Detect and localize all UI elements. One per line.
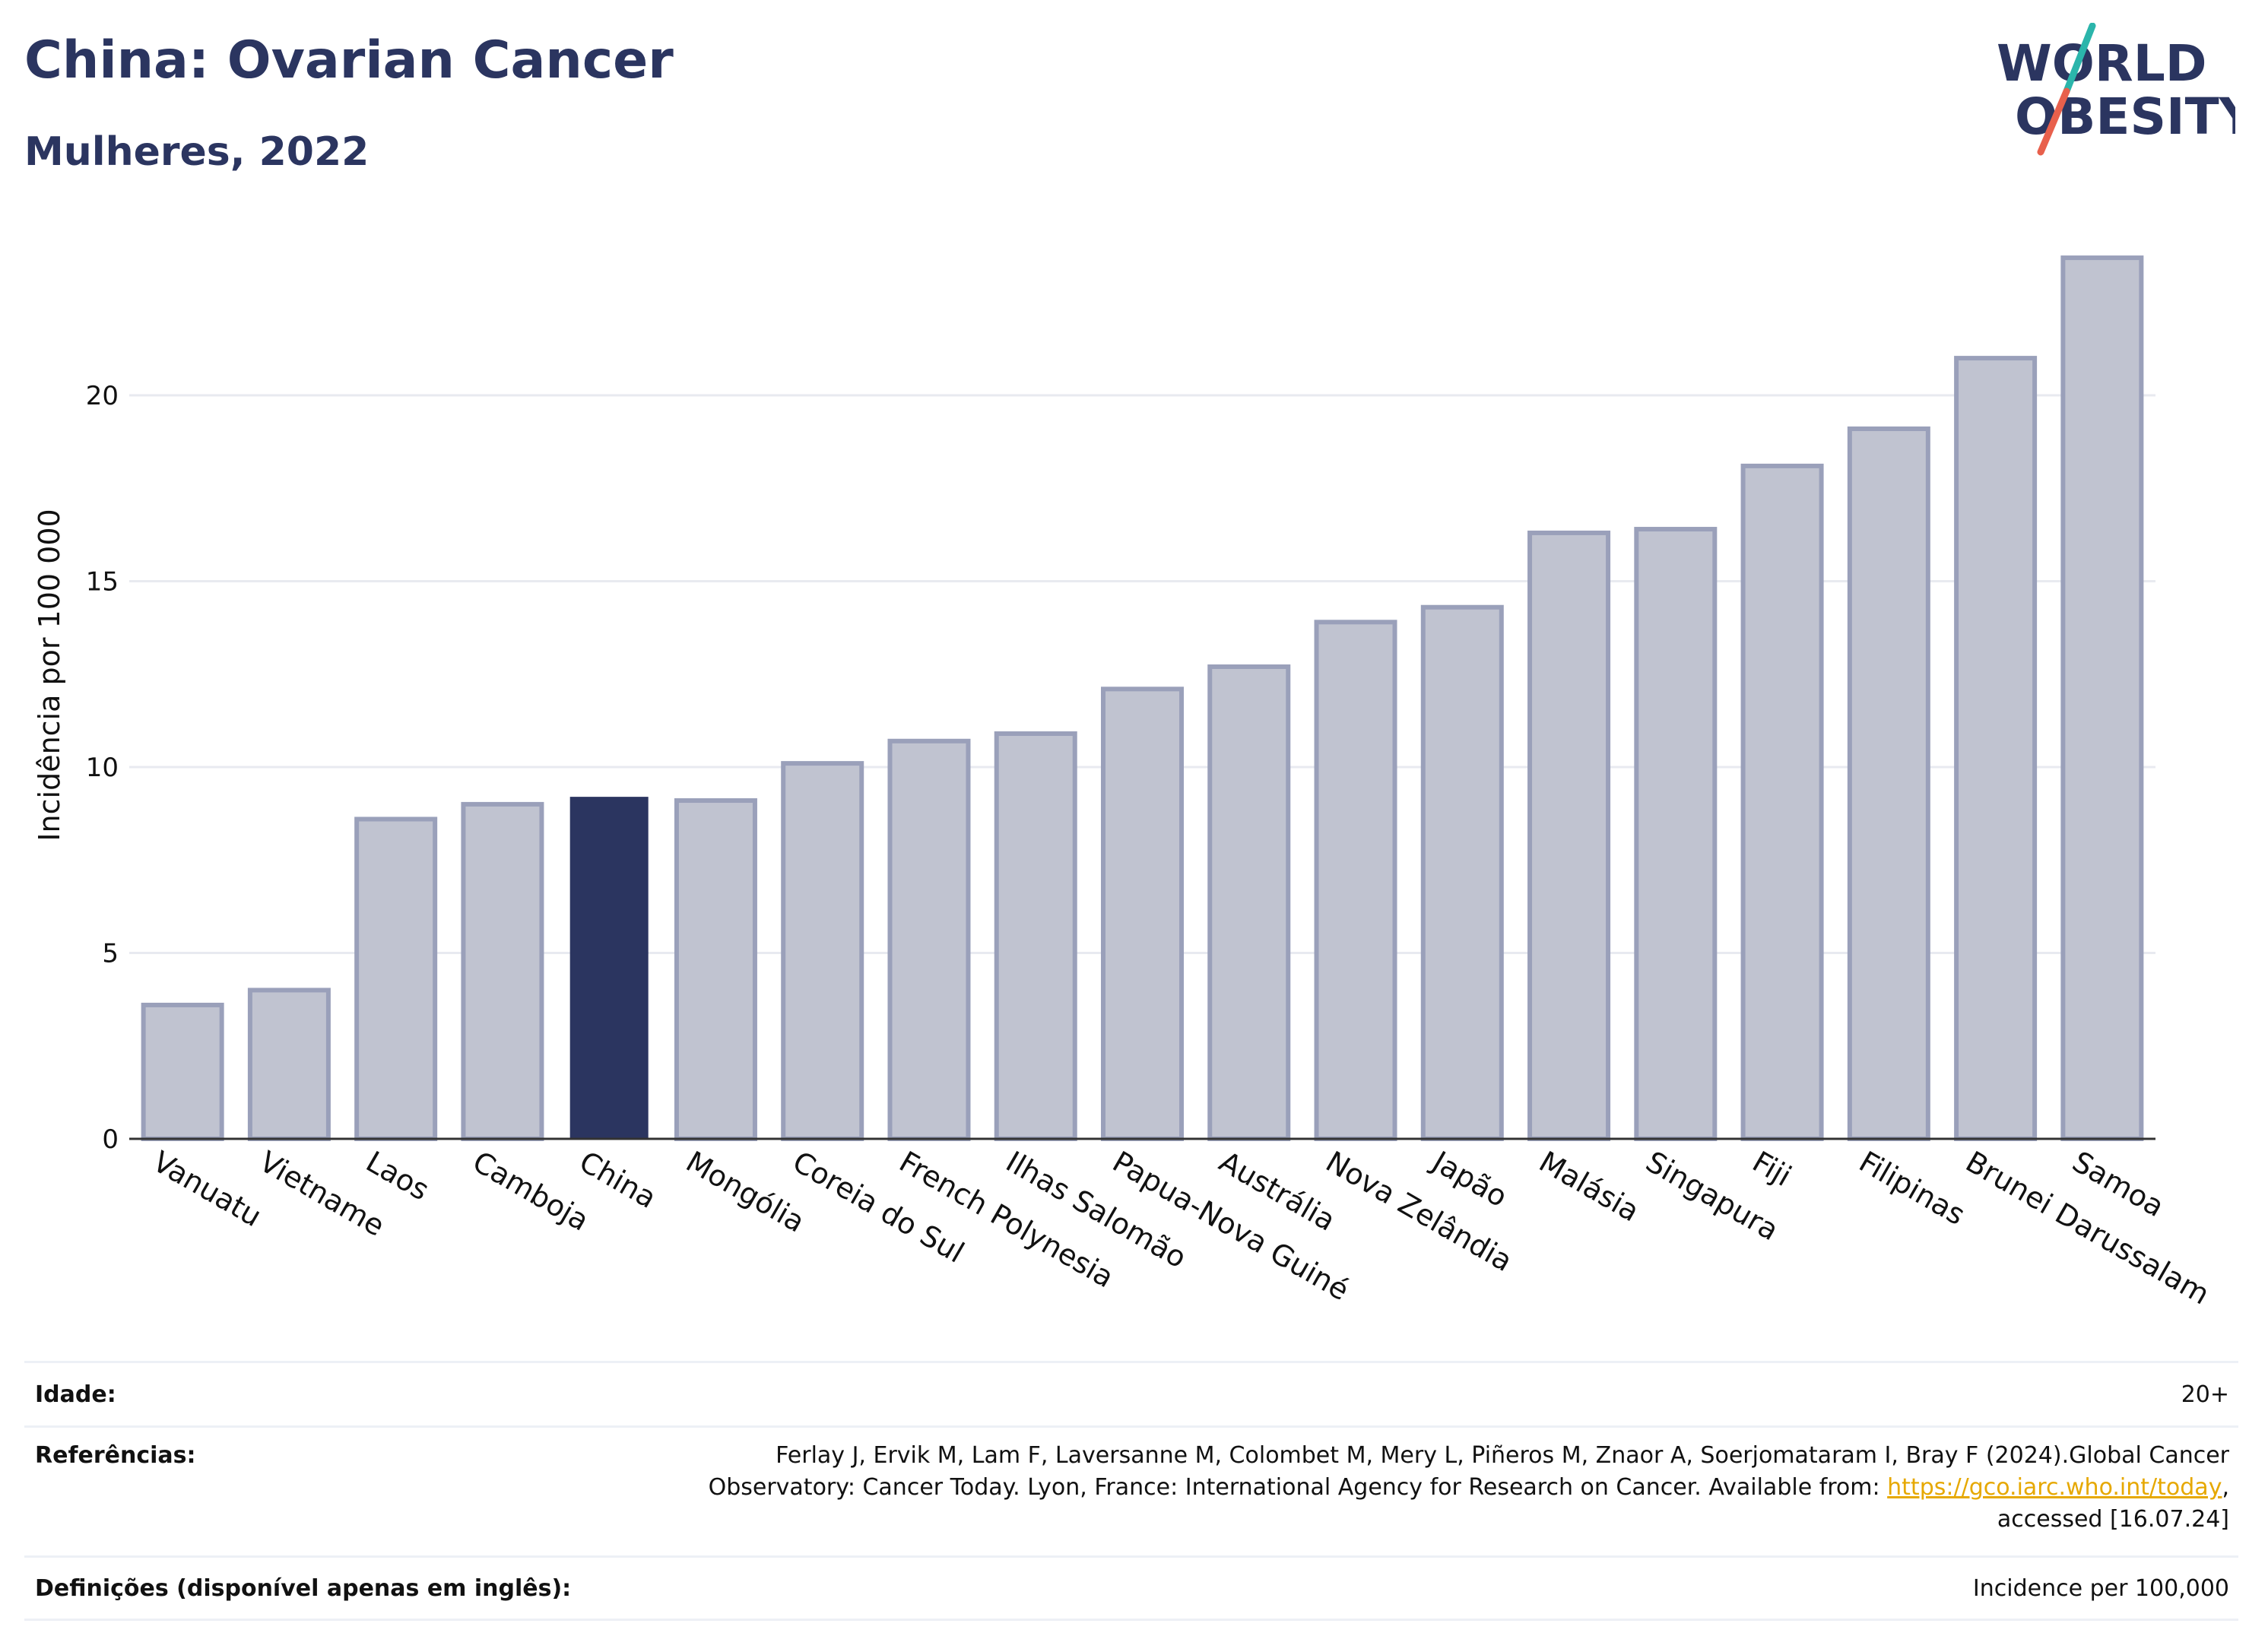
footer-table: Idade: 20+ Referências: Ferlay J, Ervik … <box>24 1361 2238 1621</box>
bar-coreia-do-sul <box>781 761 864 1141</box>
references-line-2: Observatory: Cancer Today. Lyon, France:… <box>708 1474 1888 1501</box>
logo-slash-teal <box>2063 23 2096 95</box>
definitions-value: Incidence per 100,000 <box>1972 1574 2229 1602</box>
bar-brunei-darussalam <box>1954 356 2038 1142</box>
bar-jap-o <box>1420 604 1504 1141</box>
footer-row-references: Referências: Ferlay J, Ervik M, Lam F, L… <box>24 1425 2238 1555</box>
footer-row-age: Idade: 20+ <box>24 1361 2238 1425</box>
references-label: Referências: <box>35 1442 196 1469</box>
y-axis-label: Incidência por 100 000 <box>33 509 66 841</box>
bar-fiji <box>1740 463 1824 1141</box>
bar-mal-sia <box>1527 530 1611 1141</box>
logo-text-world: WORLD <box>1997 34 2207 93</box>
age-value: 20+ <box>2181 1381 2229 1408</box>
y-tick-label: 10 <box>86 753 119 783</box>
references-link[interactable]: https://gco.iarc.who.int/today <box>1887 1474 2222 1501</box>
x-tick-label: Mongólia <box>680 1145 810 1239</box>
x-tick-label: Fiji <box>1747 1145 1797 1193</box>
y-tick-label: 0 <box>102 1124 119 1155</box>
world-obesity-logo: WORLD OBESITY <box>1997 23 2235 156</box>
bar-vanuatu <box>141 1002 224 1141</box>
bar-french-polynesia <box>887 738 971 1141</box>
age-label: Idade: <box>35 1381 116 1408</box>
logo-text-obesity: OBESITY <box>2015 87 2235 146</box>
bars <box>141 255 2144 1142</box>
bar-nova-zel-ndia <box>1314 620 1397 1141</box>
bar-mong-lia <box>674 798 757 1141</box>
definitions-label: Definições (disponível apenas em inglês)… <box>35 1574 572 1602</box>
references-line-3: accessed [16.07.24] <box>1997 1506 2229 1533</box>
logo-slash-red <box>2037 87 2070 156</box>
x-tick-label: Vanuatu <box>148 1145 268 1233</box>
x-tick-label: Malásia <box>1534 1145 1645 1229</box>
bar-vietname <box>247 988 331 1142</box>
bar-filipinas <box>1847 426 1930 1141</box>
bar-papua-nova-guin- <box>1101 686 1184 1141</box>
bar-china <box>569 797 649 1139</box>
x-tick-label: Camboja <box>467 1145 595 1238</box>
y-tick-label: 20 <box>86 381 119 411</box>
x-tick-label: Nova Zelândia <box>1321 1145 1518 1279</box>
bar-samoa <box>2060 255 2144 1142</box>
references-value: Ferlay J, Ervik M, Lam F, Laversanne M, … <box>709 1440 2238 1536</box>
x-tick-label: Filipinas <box>1854 1145 1971 1232</box>
y-tick-label: 5 <box>102 939 119 969</box>
bar-austr-lia <box>1207 664 1291 1141</box>
references-line-2-end: , <box>2222 1474 2229 1501</box>
y-tick-label: 15 <box>86 567 119 598</box>
axes: 0 5 10 15 20 <box>86 381 2155 1155</box>
chart-title: China: Ovarian Cancer <box>24 30 674 90</box>
chart-subtitle: Mulheres, 2022 <box>24 129 370 175</box>
x-tick-label: Laos <box>360 1145 435 1207</box>
references-line-1: Ferlay J, Ervik M, Lam F, Laversanne M, … <box>776 1442 2229 1469</box>
bar-ilhas-salom-o <box>994 731 1077 1141</box>
bar-laos <box>354 816 438 1141</box>
bar-singapura <box>1634 527 1718 1141</box>
footer-row-definitions: Definições (disponível apenas em inglês)… <box>24 1555 2238 1621</box>
bar-camboja <box>461 801 544 1142</box>
